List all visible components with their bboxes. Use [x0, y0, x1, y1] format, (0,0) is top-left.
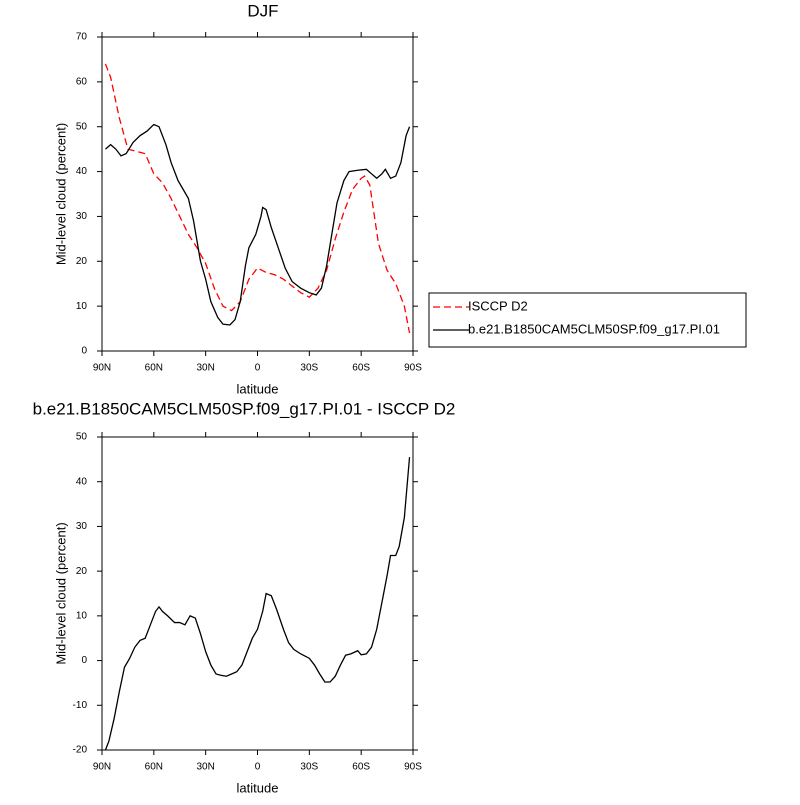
x-tick-label: 30N	[196, 762, 214, 773]
chart-title: DJF	[247, 1, 278, 20]
y-tick-label: 60	[76, 76, 88, 87]
y-tick-label: 50	[76, 121, 88, 132]
data-line	[104, 457, 411, 751]
y-tick-label: 40	[76, 476, 88, 487]
data-line	[105, 123, 411, 326]
y-axis-title: Mid-level cloud (percent)	[53, 123, 68, 265]
y-tick-label: 0	[81, 655, 87, 666]
x-axis-title: latitude	[237, 381, 279, 396]
y-tick-label: 20	[76, 256, 88, 267]
y-tick-label: 70	[76, 32, 88, 43]
y-tick-label: 50	[76, 432, 88, 443]
y-tick-label: 0	[81, 346, 87, 357]
data-line	[104, 63, 411, 334]
x-tick-label: 60S	[352, 363, 370, 374]
chart-title: b.e21.B1850CAM5CLM50SP.f09_g17.PI.01 - I…	[33, 399, 456, 418]
x-tick-label: 0	[255, 762, 261, 773]
x-tick-label: 0	[255, 363, 261, 374]
y-tick-label: 30	[76, 521, 88, 532]
x-tick-label: 90N	[93, 363, 111, 374]
plot-frame	[101, 436, 414, 751]
x-tick-label: 90N	[93, 762, 111, 773]
x-tick-label: 30N	[196, 363, 214, 374]
x-tick-label: 60S	[352, 762, 370, 773]
y-tick-label: 10	[76, 610, 88, 621]
x-tick-label: 30S	[300, 363, 318, 374]
y-tick-label: 30	[76, 211, 88, 222]
x-tick-label: 60N	[145, 762, 163, 773]
legend-text: b.e21.B1850CAM5CLM50SP.f09_g17.PI.01	[468, 321, 720, 336]
x-tick-label: 60N	[145, 363, 163, 374]
y-tick-label: 20	[76, 566, 88, 577]
y-axis-title: Mid-level cloud (percent)	[53, 522, 68, 664]
x-tick-label: 30S	[300, 762, 318, 773]
y-tick-label: -10	[73, 700, 88, 711]
legend-box	[428, 292, 747, 348]
x-axis-title: latitude	[237, 780, 279, 795]
x-tick-label: 90S	[404, 762, 422, 773]
plot-frame	[101, 36, 414, 352]
y-tick-label: -20	[73, 745, 88, 756]
x-tick-label: 90S	[404, 363, 422, 374]
y-tick-label: 40	[76, 166, 88, 177]
y-tick-label: 10	[76, 301, 88, 312]
legend-text: ISCCP D2	[468, 298, 528, 313]
